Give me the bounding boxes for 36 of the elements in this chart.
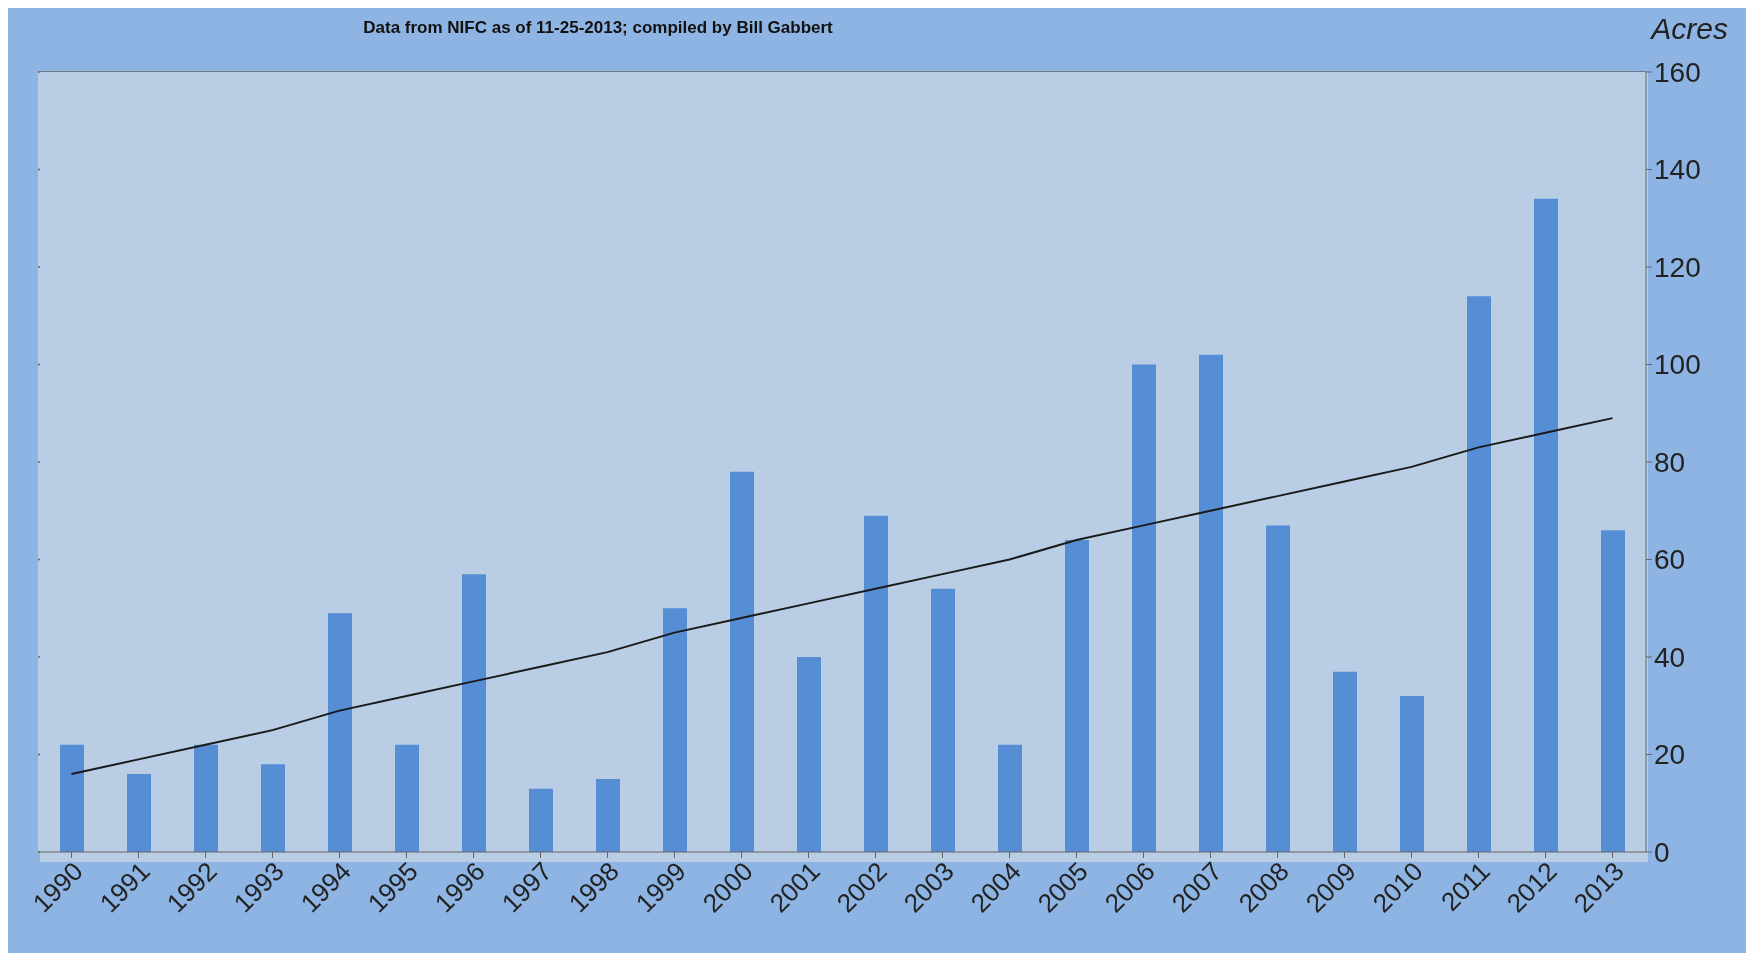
bar — [864, 515, 888, 852]
bar — [931, 588, 955, 852]
y-tick-label: 100 — [1654, 349, 1701, 381]
bar — [1467, 296, 1491, 852]
bar — [127, 774, 151, 852]
bar — [797, 657, 821, 852]
y-tick-label: 60 — [1654, 544, 1686, 576]
bar — [395, 744, 419, 852]
y-tick-label: 20 — [1654, 739, 1686, 771]
y-tick-label: 120 — [1654, 251, 1701, 283]
y-tick-label: 0 — [1654, 836, 1670, 868]
bar — [663, 608, 687, 852]
bar — [194, 744, 218, 852]
y-tick-label: 140 — [1654, 154, 1701, 186]
bar — [1065, 540, 1089, 852]
bar — [60, 744, 84, 852]
y-tick-label: 80 — [1654, 446, 1686, 478]
bar — [1333, 671, 1357, 852]
bar — [998, 744, 1022, 852]
y-tick-label: 160 — [1654, 56, 1701, 88]
bar — [1199, 354, 1223, 852]
y-axis-title: Acres — [1651, 12, 1728, 46]
bar — [1534, 198, 1558, 852]
y-tick-label: 40 — [1654, 641, 1686, 673]
bar — [328, 613, 352, 852]
line-series — [70, 417, 1614, 775]
bar — [1601, 530, 1625, 852]
bar — [529, 788, 553, 852]
bar — [1132, 364, 1156, 852]
bar — [596, 778, 620, 852]
bar — [462, 574, 486, 852]
chart-subtitle: Data from NIFC as of 11-25-2013; compiled by Bill Gabbert — [362, 18, 834, 38]
bar — [1266, 525, 1290, 852]
bar — [1400, 696, 1424, 852]
bar — [261, 764, 285, 852]
bar — [730, 471, 754, 852]
